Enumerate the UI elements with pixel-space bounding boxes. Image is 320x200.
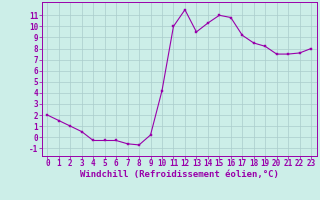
X-axis label: Windchill (Refroidissement éolien,°C): Windchill (Refroidissement éolien,°C) <box>80 170 279 179</box>
